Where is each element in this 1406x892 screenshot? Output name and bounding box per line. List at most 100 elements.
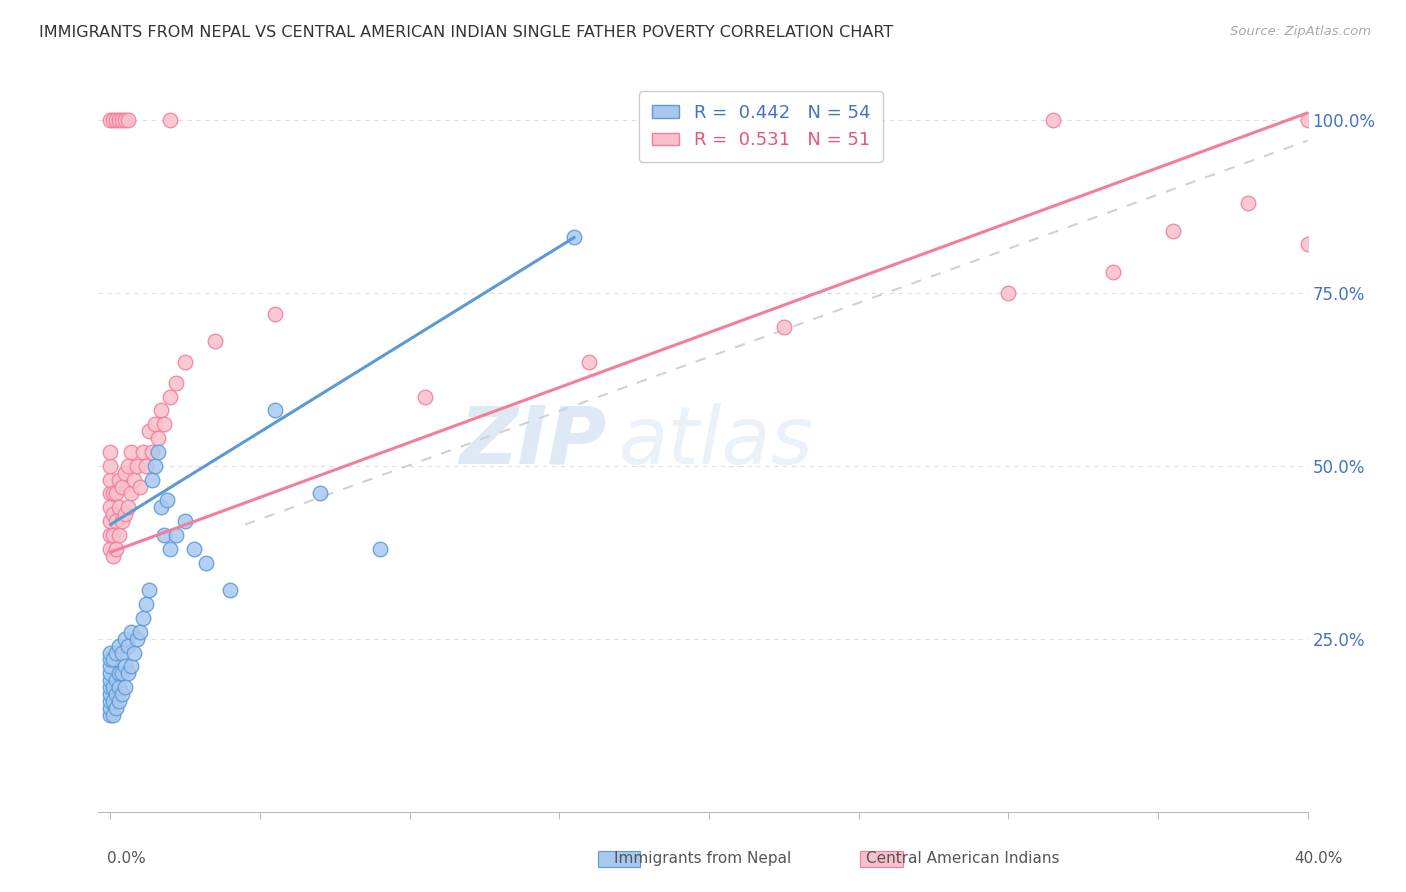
Legend: R =  0.442   N = 54, R =  0.531   N = 51: R = 0.442 N = 54, R = 0.531 N = 51 <box>640 92 883 161</box>
Point <box>103 112 125 127</box>
Point <box>114 112 136 127</box>
Text: atlas: atlas <box>619 402 813 481</box>
Point <box>153 528 176 542</box>
Point <box>108 112 131 127</box>
Point <box>100 701 122 715</box>
Text: Source: ZipAtlas.com: Source: ZipAtlas.com <box>1230 25 1371 38</box>
Point <box>127 632 149 646</box>
Point <box>103 507 125 521</box>
Point <box>103 680 125 694</box>
Point <box>1102 265 1125 279</box>
Point <box>138 424 160 438</box>
Point <box>143 417 166 432</box>
Point <box>114 507 136 521</box>
Point <box>100 694 122 708</box>
Point <box>832 112 855 127</box>
Point <box>114 632 136 646</box>
Point <box>103 707 125 722</box>
Point <box>108 500 131 515</box>
Point <box>997 285 1019 300</box>
Point <box>111 646 134 660</box>
Text: 40.0%: 40.0% <box>1295 851 1343 865</box>
Point <box>105 541 128 556</box>
Point <box>111 112 134 127</box>
Point <box>1296 237 1319 252</box>
Point <box>105 646 128 660</box>
Point <box>100 680 122 694</box>
Point <box>105 701 128 715</box>
Point <box>413 390 436 404</box>
Point <box>100 646 122 660</box>
Point <box>124 473 146 487</box>
Point <box>1236 195 1258 210</box>
Point <box>103 694 125 708</box>
Point <box>100 445 122 459</box>
Point <box>129 624 152 639</box>
Point <box>114 659 136 673</box>
Point <box>129 479 152 493</box>
Point <box>148 445 170 459</box>
Text: 0.0%: 0.0% <box>107 851 146 865</box>
Point <box>100 652 122 666</box>
Point <box>578 355 600 369</box>
Point <box>127 458 149 473</box>
Point <box>309 486 332 500</box>
Point <box>105 486 128 500</box>
Point <box>135 597 157 611</box>
Point <box>183 541 205 556</box>
Point <box>108 639 131 653</box>
Point <box>159 112 181 127</box>
Text: IMMIGRANTS FROM NEPAL VS CENTRAL AMERICAN INDIAN SINGLE FATHER POVERTY CORRELATI: IMMIGRANTS FROM NEPAL VS CENTRAL AMERICA… <box>39 25 894 40</box>
Point <box>219 583 242 598</box>
Point <box>159 390 181 404</box>
Point <box>264 403 287 417</box>
Point <box>108 528 131 542</box>
Point <box>368 541 391 556</box>
Point <box>108 473 131 487</box>
Point <box>100 500 122 515</box>
Text: Immigrants from Nepal: Immigrants from Nepal <box>614 851 792 865</box>
Point <box>111 514 134 528</box>
Point <box>100 687 122 701</box>
Point <box>1161 223 1184 237</box>
Point <box>153 417 176 432</box>
Point <box>117 500 139 515</box>
Point <box>132 445 155 459</box>
Point <box>100 112 122 127</box>
Point <box>174 514 197 528</box>
Text: Central American Indians: Central American Indians <box>866 851 1060 865</box>
Point <box>100 666 122 681</box>
Point <box>159 541 181 556</box>
Point <box>143 458 166 473</box>
Point <box>100 458 122 473</box>
Point <box>105 112 128 127</box>
Point <box>117 112 139 127</box>
Point <box>141 445 163 459</box>
Point <box>150 500 173 515</box>
Point <box>132 611 155 625</box>
Point <box>105 687 128 701</box>
Point <box>111 666 134 681</box>
Point <box>108 666 131 681</box>
Point <box>114 466 136 480</box>
Point <box>111 479 134 493</box>
Point <box>117 639 139 653</box>
Point <box>124 646 146 660</box>
Point <box>117 458 139 473</box>
Text: ZIP: ZIP <box>458 402 606 481</box>
Point <box>105 673 128 688</box>
Point <box>120 624 142 639</box>
Point <box>117 666 139 681</box>
Point <box>120 445 142 459</box>
Point <box>135 458 157 473</box>
Point <box>100 659 122 673</box>
Point <box>148 431 170 445</box>
Point <box>108 680 131 694</box>
Point <box>165 376 187 390</box>
Point <box>165 528 187 542</box>
Point <box>103 528 125 542</box>
Point <box>138 583 160 598</box>
Point <box>103 549 125 563</box>
Point <box>120 486 142 500</box>
Point <box>100 541 122 556</box>
